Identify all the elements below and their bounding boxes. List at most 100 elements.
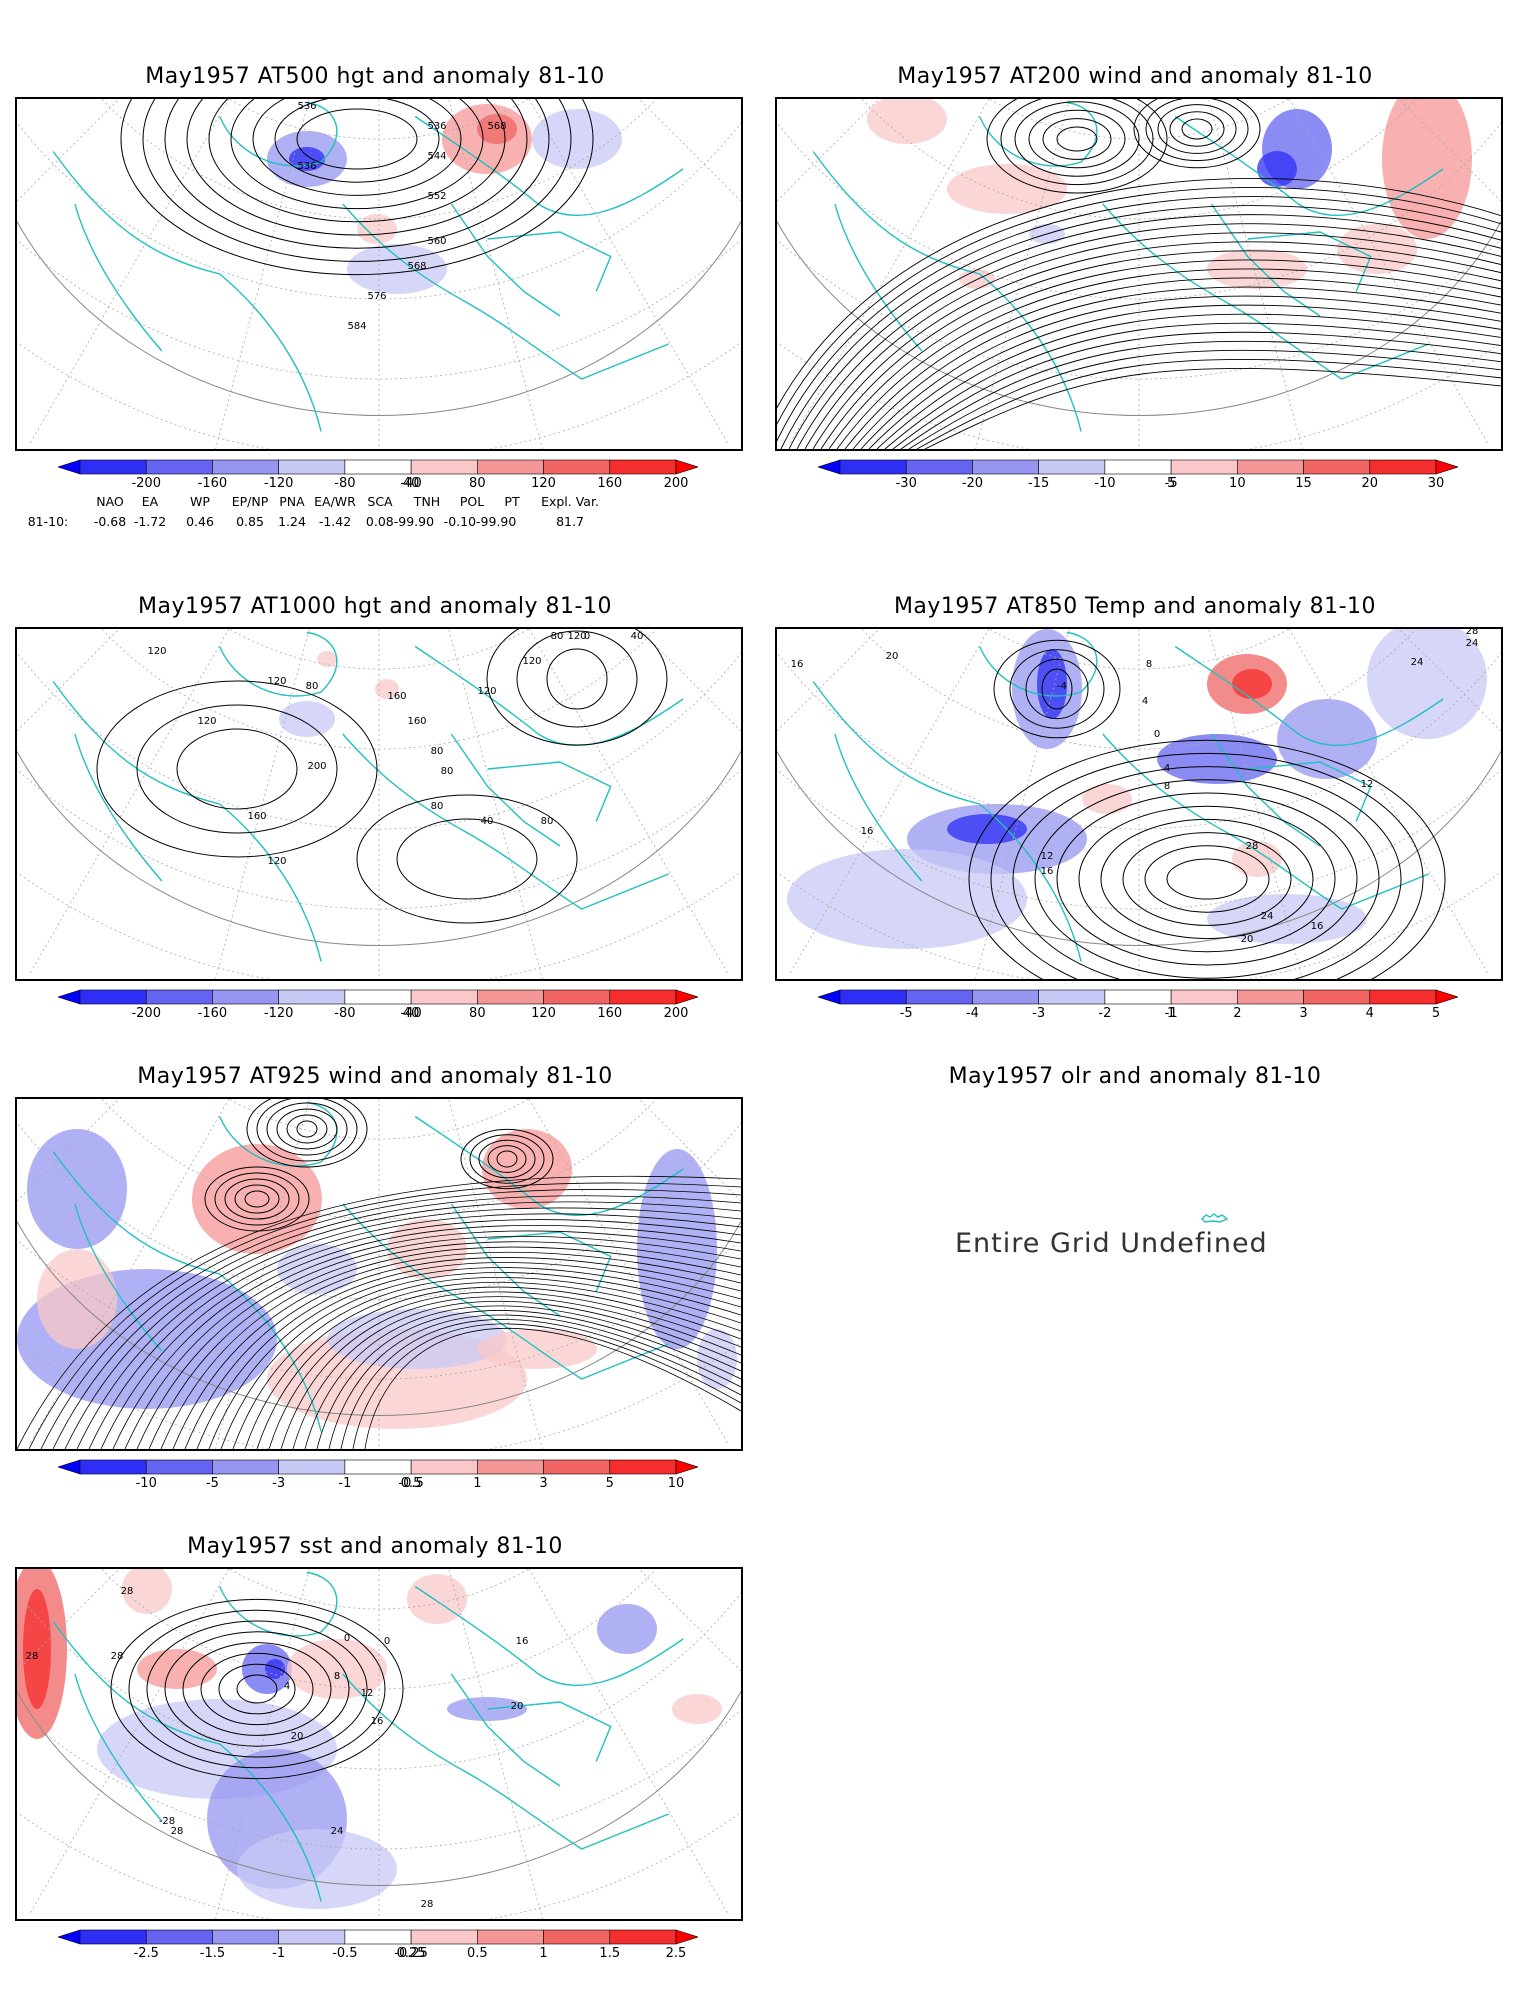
colorbar-tick-label: 0.25 xyxy=(396,1946,426,1961)
contour-line xyxy=(164,99,550,249)
streamline xyxy=(196,1262,741,1449)
contour-line xyxy=(96,680,378,858)
contour-line xyxy=(1056,792,1358,966)
index-value: 1.24 xyxy=(278,514,306,529)
contour-line xyxy=(1122,832,1292,926)
streamline xyxy=(340,1319,741,1449)
map-at925 xyxy=(15,1097,743,1451)
index-header: TNH xyxy=(413,494,441,509)
contour-line xyxy=(176,728,298,810)
olr-map-fragment xyxy=(1200,1210,1230,1229)
contour-label: 536 xyxy=(297,161,316,172)
colorbar-swatch xyxy=(609,459,677,475)
colorbar-swatch xyxy=(543,989,611,1005)
panel-title-at925: May1957 AT925 wind and anomaly 81-10 xyxy=(137,1064,613,1089)
index-value: -1.42 xyxy=(318,514,352,529)
meridian xyxy=(448,629,543,979)
meridian xyxy=(28,99,230,446)
streamline xyxy=(52,1195,741,1449)
colorbar-tick-label: -200 xyxy=(131,476,161,491)
meridian xyxy=(448,99,543,449)
colorbar-arrow-right xyxy=(1435,989,1459,1005)
coastline xyxy=(414,1585,684,1687)
colorbar-swatch xyxy=(278,459,346,475)
contour-label: 4 xyxy=(1142,696,1148,707)
colorbar-tick-label: -40 xyxy=(400,476,422,491)
coastline xyxy=(1247,761,1372,822)
streamline xyxy=(208,1267,741,1449)
anomaly-shading xyxy=(1232,669,1272,699)
colorbar-arrow-left xyxy=(57,1459,81,1475)
contour-line xyxy=(1078,805,1336,953)
anomaly-shading xyxy=(867,99,947,144)
anomaly-shading xyxy=(1277,699,1377,779)
contour-line xyxy=(396,818,538,900)
contour-label: 20 xyxy=(1241,934,1254,945)
contour-line xyxy=(136,704,338,834)
anomaly-shading xyxy=(277,1244,357,1294)
coastline xyxy=(52,1621,322,1902)
coastline xyxy=(1247,231,1372,292)
contour-label: 120 xyxy=(267,856,286,867)
contour-line xyxy=(356,794,578,924)
streamline xyxy=(908,349,1501,449)
index-header: SCA xyxy=(367,494,393,509)
contour-line xyxy=(296,108,418,170)
colorbar-tick-label: -0.5 xyxy=(332,1946,358,1961)
colorbar-swatch xyxy=(278,1929,346,1945)
colorbar-swatch xyxy=(410,459,478,475)
coastline xyxy=(219,1571,338,1637)
contour-line xyxy=(214,1172,300,1226)
colorbar-arrow-right xyxy=(1435,459,1459,475)
colorbar-tick-label: -3 xyxy=(1032,1006,1046,1021)
coastline xyxy=(487,761,612,822)
colorbar-tick-label: -2.5 xyxy=(133,1946,159,1961)
anomaly-shading xyxy=(1037,649,1067,719)
coastline xyxy=(834,203,923,352)
contour-line xyxy=(204,1166,310,1232)
contour-line xyxy=(164,1631,350,1747)
colorbar-swatch xyxy=(609,1459,677,1475)
colorbar-swatch xyxy=(1038,989,1106,1005)
coastline xyxy=(52,681,322,962)
colorbar-arrow-right xyxy=(675,459,699,475)
colorbar-swatch xyxy=(212,459,279,475)
colorbar-tick-label: 0.5 xyxy=(400,1476,422,1491)
colorbar-tick-label: 10 xyxy=(667,1476,685,1491)
colorbar-tick-label: -2 xyxy=(1098,1006,1112,1021)
colorbar-swatch xyxy=(145,459,213,475)
colorbar-tick-label: 3 xyxy=(539,1476,548,1491)
colorbar-swatch xyxy=(212,1459,279,1475)
streamline xyxy=(900,340,1501,449)
index-header: PNA xyxy=(279,494,305,509)
anomaly-shading xyxy=(265,1659,285,1679)
colorbar-tick-label: 40 xyxy=(402,1006,420,1021)
index-header: WP xyxy=(190,494,210,509)
contour-line xyxy=(1041,668,1073,710)
colorbar-tick-label: -160 xyxy=(197,1006,228,1021)
streamline xyxy=(812,241,1501,449)
colorbar-arrow-right xyxy=(675,1459,699,1475)
contour-label: 544 xyxy=(427,151,446,162)
coastline xyxy=(342,203,669,380)
streamline xyxy=(112,1224,741,1449)
streamline xyxy=(280,1296,741,1449)
colorbar-at925 xyxy=(57,1459,699,1479)
colorbar-tick-label: 10 xyxy=(1229,476,1246,491)
anomaly-shading xyxy=(317,651,337,667)
colorbar-tick-label: -40 xyxy=(400,1006,422,1021)
colorbar-tick-label: 2 xyxy=(1233,1006,1242,1021)
index-row-label: 81-10: xyxy=(27,514,69,529)
contour-label: 576 xyxy=(367,291,386,302)
colorbar-at200 xyxy=(817,459,1459,479)
anomaly-shading xyxy=(407,1574,467,1624)
colorbar-tick-label: 2.5 xyxy=(665,1946,687,1961)
colorbar-tick-label: -15 xyxy=(1028,476,1050,491)
colorbar-at850 xyxy=(817,989,1459,1009)
colorbar-tick-label: 160 xyxy=(597,476,623,491)
colorbar-swatch xyxy=(212,989,279,1005)
contour-label: 40 xyxy=(481,816,494,827)
contour-label: 12 xyxy=(361,1688,374,1699)
map-boundary xyxy=(777,221,1501,416)
contour-label: 12 xyxy=(1361,779,1374,790)
